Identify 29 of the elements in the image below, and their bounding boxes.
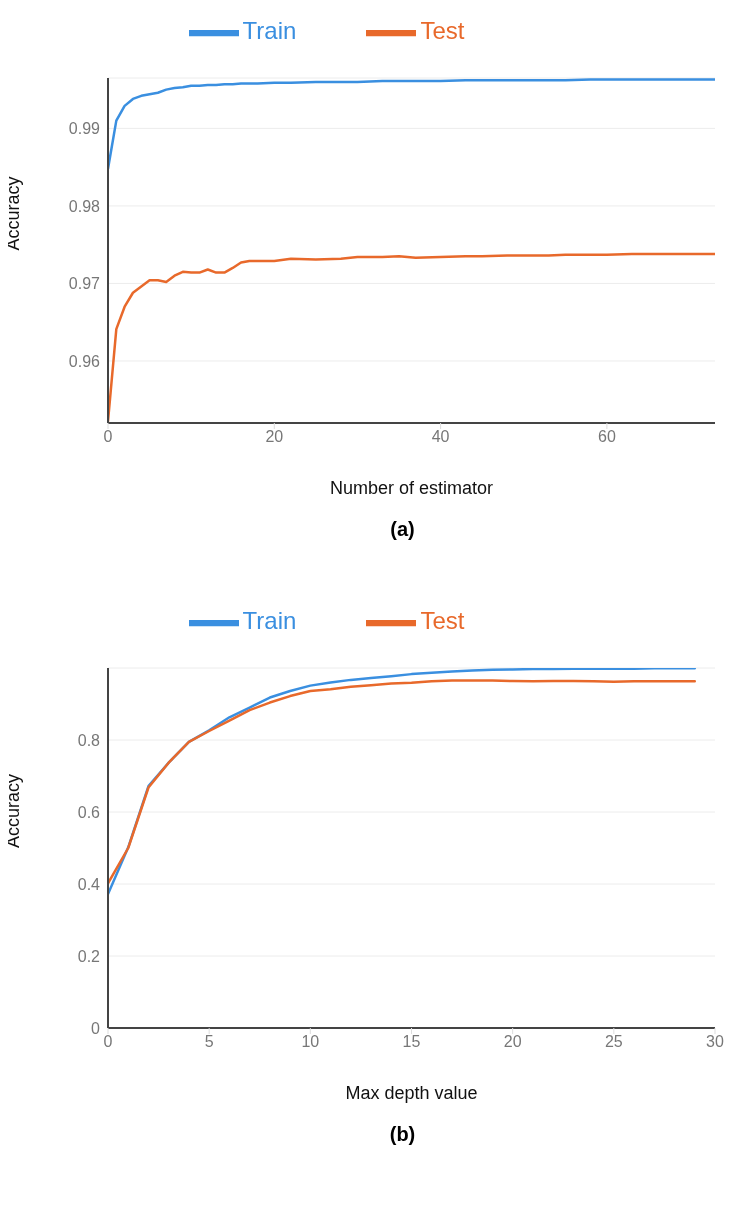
line-series [108, 78, 715, 170]
y-tick-label: 0.4 [77, 875, 101, 893]
x-tick-label: 0 [103, 428, 113, 446]
x-axis-title: Max depth value [345, 1083, 478, 1103]
x-tick-label: 10 [301, 1033, 320, 1051]
y-tick-label: 0.98 [68, 197, 101, 215]
x-tick-label: 60 [598, 428, 616, 446]
y-tick-label: 0 [91, 1019, 101, 1037]
x-axis-title: Number of estimator [329, 478, 494, 498]
legend-label: Train [242, 17, 297, 45]
x-tick-label: 40 [431, 428, 450, 446]
legend-label: Test [420, 607, 465, 635]
x-tick-label: 20 [503, 1033, 522, 1051]
legend-label: Test [420, 17, 465, 45]
text: (b) [388, 1123, 417, 1147]
y-tick-label: 0.99 [68, 120, 101, 138]
x-tick-label: 15 [402, 1033, 421, 1051]
y-tick-label: 0.2 [77, 947, 101, 965]
x-tick-label: 30 [706, 1033, 724, 1051]
x-tick-label: 25 [604, 1033, 623, 1051]
text: (a) [389, 518, 416, 542]
x-tick-label: 20 [265, 428, 284, 446]
y-tick-label: 0.97 [68, 275, 101, 293]
y-tick-label: 0.8 [77, 731, 101, 749]
y-tick-label: 0.6 [77, 803, 101, 821]
x-tick-label: 0 [103, 1033, 113, 1051]
legend-label: Train [242, 607, 297, 635]
x-tick-label: 5 [204, 1033, 214, 1051]
y-tick-label: 0.96 [68, 352, 101, 370]
